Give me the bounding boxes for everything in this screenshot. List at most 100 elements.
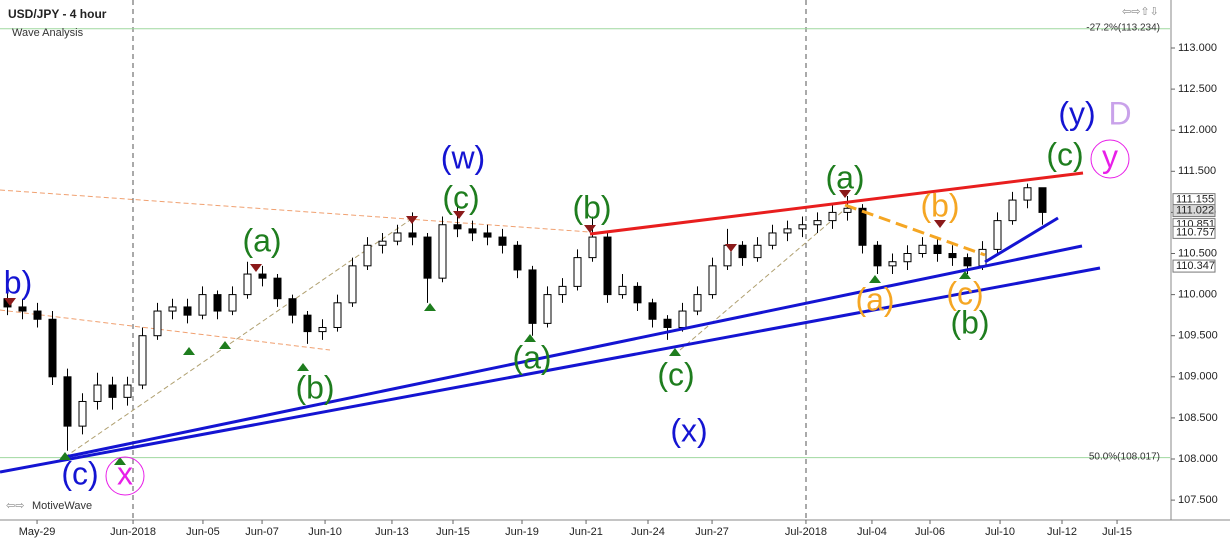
price-tag-label: 110.757 — [1176, 226, 1215, 238]
candle-body — [213, 294, 222, 312]
wave-label: (c) — [1046, 136, 1083, 172]
y-tick-label: 112.000 — [1178, 124, 1217, 136]
candle-body — [33, 310, 42, 320]
wave-label: (a) — [825, 159, 864, 195]
candle-body — [993, 220, 1002, 250]
x-tick-label: Jul-12 — [1047, 526, 1077, 538]
guide-line — [0, 189, 591, 233]
candle-body — [798, 224, 807, 230]
candle-body — [48, 318, 57, 378]
candle-body — [618, 285, 627, 296]
candle-body — [1038, 187, 1047, 213]
candle-body — [933, 244, 942, 255]
watermark: MotiveWave — [32, 500, 92, 512]
wave-label: b) — [4, 264, 32, 300]
x-tick-label: Jul-04 — [857, 526, 887, 538]
wave-label: (c) — [657, 356, 694, 392]
candle-body — [873, 244, 882, 267]
chart-subtitle: Wave Analysis — [12, 27, 84, 39]
candle-body — [168, 306, 177, 312]
candle-body — [828, 211, 837, 222]
x-tick-label: Jun-13 — [375, 526, 409, 538]
candle-body — [1008, 199, 1017, 222]
candle-body — [258, 273, 267, 279]
candle-body — [393, 232, 402, 242]
candle-body — [738, 244, 747, 259]
y-tick-label: 113.000 — [1178, 42, 1217, 54]
candle-body — [363, 244, 372, 267]
label-circle — [1090, 139, 1130, 179]
x-tick-label: Jun-2018 — [110, 526, 156, 538]
y-tick-label: 111.500 — [1178, 165, 1216, 177]
candle-body — [483, 232, 492, 238]
y-tick-label: 107.500 — [1178, 494, 1218, 506]
candle-body — [1023, 187, 1032, 201]
candle-body — [198, 294, 207, 316]
candle-body — [348, 265, 357, 304]
candle-body — [243, 273, 252, 296]
candle-body — [138, 335, 147, 386]
x-tick-label: Jul-10 — [985, 526, 1015, 538]
candle-body — [108, 384, 117, 398]
trend-line — [844, 203, 986, 257]
level-label: 50.0%(108.017) — [1089, 451, 1160, 462]
candle-body — [288, 298, 297, 316]
x-tick-label: Jun-21 — [569, 526, 603, 538]
scroll-icons[interactable]: ⇦⇨ — [6, 500, 24, 512]
candle-body — [573, 257, 582, 287]
candle-body — [93, 384, 102, 402]
x-tick-label: Jun-24 — [631, 526, 665, 538]
wave-label: (c) — [442, 179, 479, 215]
x-tick-label: Jun-05 — [186, 526, 220, 538]
plot-area — [0, 0, 1170, 520]
candle-body — [528, 269, 537, 324]
candle-body — [408, 232, 417, 238]
wave-label: (b) — [295, 369, 334, 405]
candle-body — [423, 236, 432, 279]
price-tag — [1172, 204, 1216, 218]
candle-body — [543, 294, 552, 324]
candle-body — [438, 224, 447, 279]
candle-body — [903, 253, 912, 263]
price-tag-label: 110.347 — [1176, 260, 1215, 272]
y-tick-label: 109.500 — [1178, 330, 1218, 342]
candle-body — [813, 220, 822, 226]
trend-line — [984, 216, 1059, 264]
annotations — [0, 139, 1130, 496]
wave-label: (x) — [670, 412, 707, 448]
candle-body — [453, 224, 462, 230]
candle-body — [633, 285, 642, 304]
toolbar-icons[interactable]: ⇦⇨⇧⇩ — [1122, 6, 1159, 18]
candle-body — [498, 236, 507, 246]
candle-body — [963, 257, 972, 267]
y-tick-label: 108.000 — [1178, 453, 1218, 465]
candle-body — [378, 240, 387, 246]
wave-label: (a) — [512, 339, 551, 375]
price-tag-label: 111.022 — [1176, 205, 1214, 217]
wave-label: (a) — [855, 281, 894, 317]
x-tick-label: Jun-07 — [245, 526, 279, 538]
trend-line — [589, 171, 1084, 236]
candle-body — [978, 248, 987, 267]
wave-label: (c) — [946, 275, 983, 311]
trend-line — [64, 244, 1083, 459]
wave-label: (b) — [572, 189, 611, 225]
candle-body — [228, 294, 237, 312]
candle-body — [558, 285, 567, 296]
candle-body — [888, 261, 897, 267]
candle-body — [513, 244, 522, 271]
wave-label: (a) — [242, 222, 281, 258]
candle-body — [858, 207, 867, 246]
x-tick-label: Jul-06 — [915, 526, 945, 538]
y-tick-label: 110.000 — [1178, 289, 1217, 301]
candle-body — [318, 326, 327, 333]
wave-label: (b) — [920, 187, 959, 223]
wave-label: (c) — [61, 455, 98, 491]
candle-body — [588, 236, 597, 259]
candle-body — [663, 318, 672, 328]
x-tick-label: Jun-10 — [308, 526, 342, 538]
candle-body — [648, 302, 657, 320]
candle-body — [918, 244, 927, 255]
